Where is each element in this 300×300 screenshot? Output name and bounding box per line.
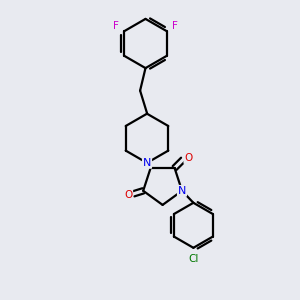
Text: O: O	[124, 190, 132, 200]
Text: F: F	[113, 21, 118, 31]
Text: Cl: Cl	[188, 254, 199, 264]
Text: O: O	[184, 153, 193, 163]
Text: F: F	[172, 21, 178, 31]
Text: N: N	[143, 158, 151, 168]
Text: N: N	[178, 186, 186, 196]
